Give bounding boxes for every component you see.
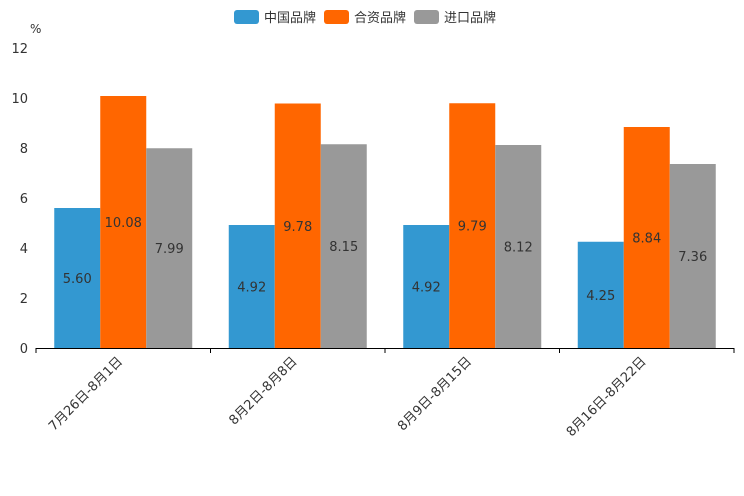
y-tick-label-0: 0 <box>20 342 28 357</box>
bar-series-1-cat-1 <box>274 103 321 348</box>
data-label-series-0-cat-3: 4.25 <box>586 289 615 304</box>
legend-swatch-joint-venture-brand <box>324 9 350 24</box>
data-label-series-1-cat-1: 9.78 <box>283 220 312 235</box>
legend-swatch-china-brand <box>234 9 259 24</box>
bar-series-1-cat-0 <box>100 96 147 348</box>
bar-series-2-cat-0 <box>146 148 193 348</box>
legend: 中国品牌 合资品牌 进口品牌 <box>234 7 496 26</box>
y-axis-unit-label: % <box>30 22 42 36</box>
data-label-series-0-cat-1: 4.92 <box>237 281 266 296</box>
bar-series-2-cat-1 <box>320 144 367 348</box>
bar-series-0-cat-0 <box>54 208 101 348</box>
x-tick-label-0: 7月26日-8月1日 <box>46 354 126 434</box>
x-tick-label-2: 8月9日-8月15日 <box>395 354 475 434</box>
y-tick-label-2: 4 <box>20 242 28 257</box>
bar-series-2-cat-2 <box>495 145 542 348</box>
y-tick-label-4: 8 <box>20 142 28 157</box>
legend-swatch-import-brand <box>414 9 440 24</box>
bar-series-1-cat-3 <box>623 127 670 348</box>
data-label-series-2-cat-3: 7.36 <box>678 250 707 265</box>
data-label-series-2-cat-0: 7.99 <box>155 242 184 257</box>
data-label-series-2-cat-1: 8.15 <box>329 240 358 255</box>
legend-item-china-brand[interactable]: 中国品牌 <box>234 7 316 26</box>
data-label-series-1-cat-2: 9.79 <box>458 220 487 235</box>
legend-item-import-brand[interactable]: 进口品牌 <box>414 7 496 26</box>
bar-series-1-cat-2 <box>449 103 496 348</box>
bar-series-0-cat-2 <box>403 225 450 348</box>
legend-label-joint-venture-brand: 合资品牌 <box>354 11 407 26</box>
legend-label-import-brand: 进口品牌 <box>444 11 497 26</box>
data-label-series-0-cat-2: 4.92 <box>412 281 441 296</box>
x-tick-label-1: 8月2日-8月8日 <box>226 354 300 428</box>
legend-label-china-brand: 中国品牌 <box>264 11 317 26</box>
bar-series-0-cat-1 <box>228 225 275 348</box>
y-tick-label-5: 10 <box>11 92 28 107</box>
legend-item-joint-venture-brand[interactable]: 合资品牌 <box>324 7 406 26</box>
bar-series-0-cat-3 <box>577 241 624 348</box>
data-label-series-1-cat-3: 8.84 <box>632 232 661 247</box>
data-label-series-0-cat-0: 5.60 <box>63 272 92 287</box>
y-tick-label-1: 2 <box>20 292 28 307</box>
y-tick-label-6: 12 <box>11 42 28 57</box>
x-tick-label-3: 8月16日-8月22日 <box>564 354 650 440</box>
bar-series-2-cat-3 <box>669 164 716 348</box>
y-tick-label-3: 6 <box>20 192 28 207</box>
data-label-series-2-cat-2: 8.12 <box>504 241 533 256</box>
data-label-series-1-cat-0: 10.08 <box>105 216 142 231</box>
